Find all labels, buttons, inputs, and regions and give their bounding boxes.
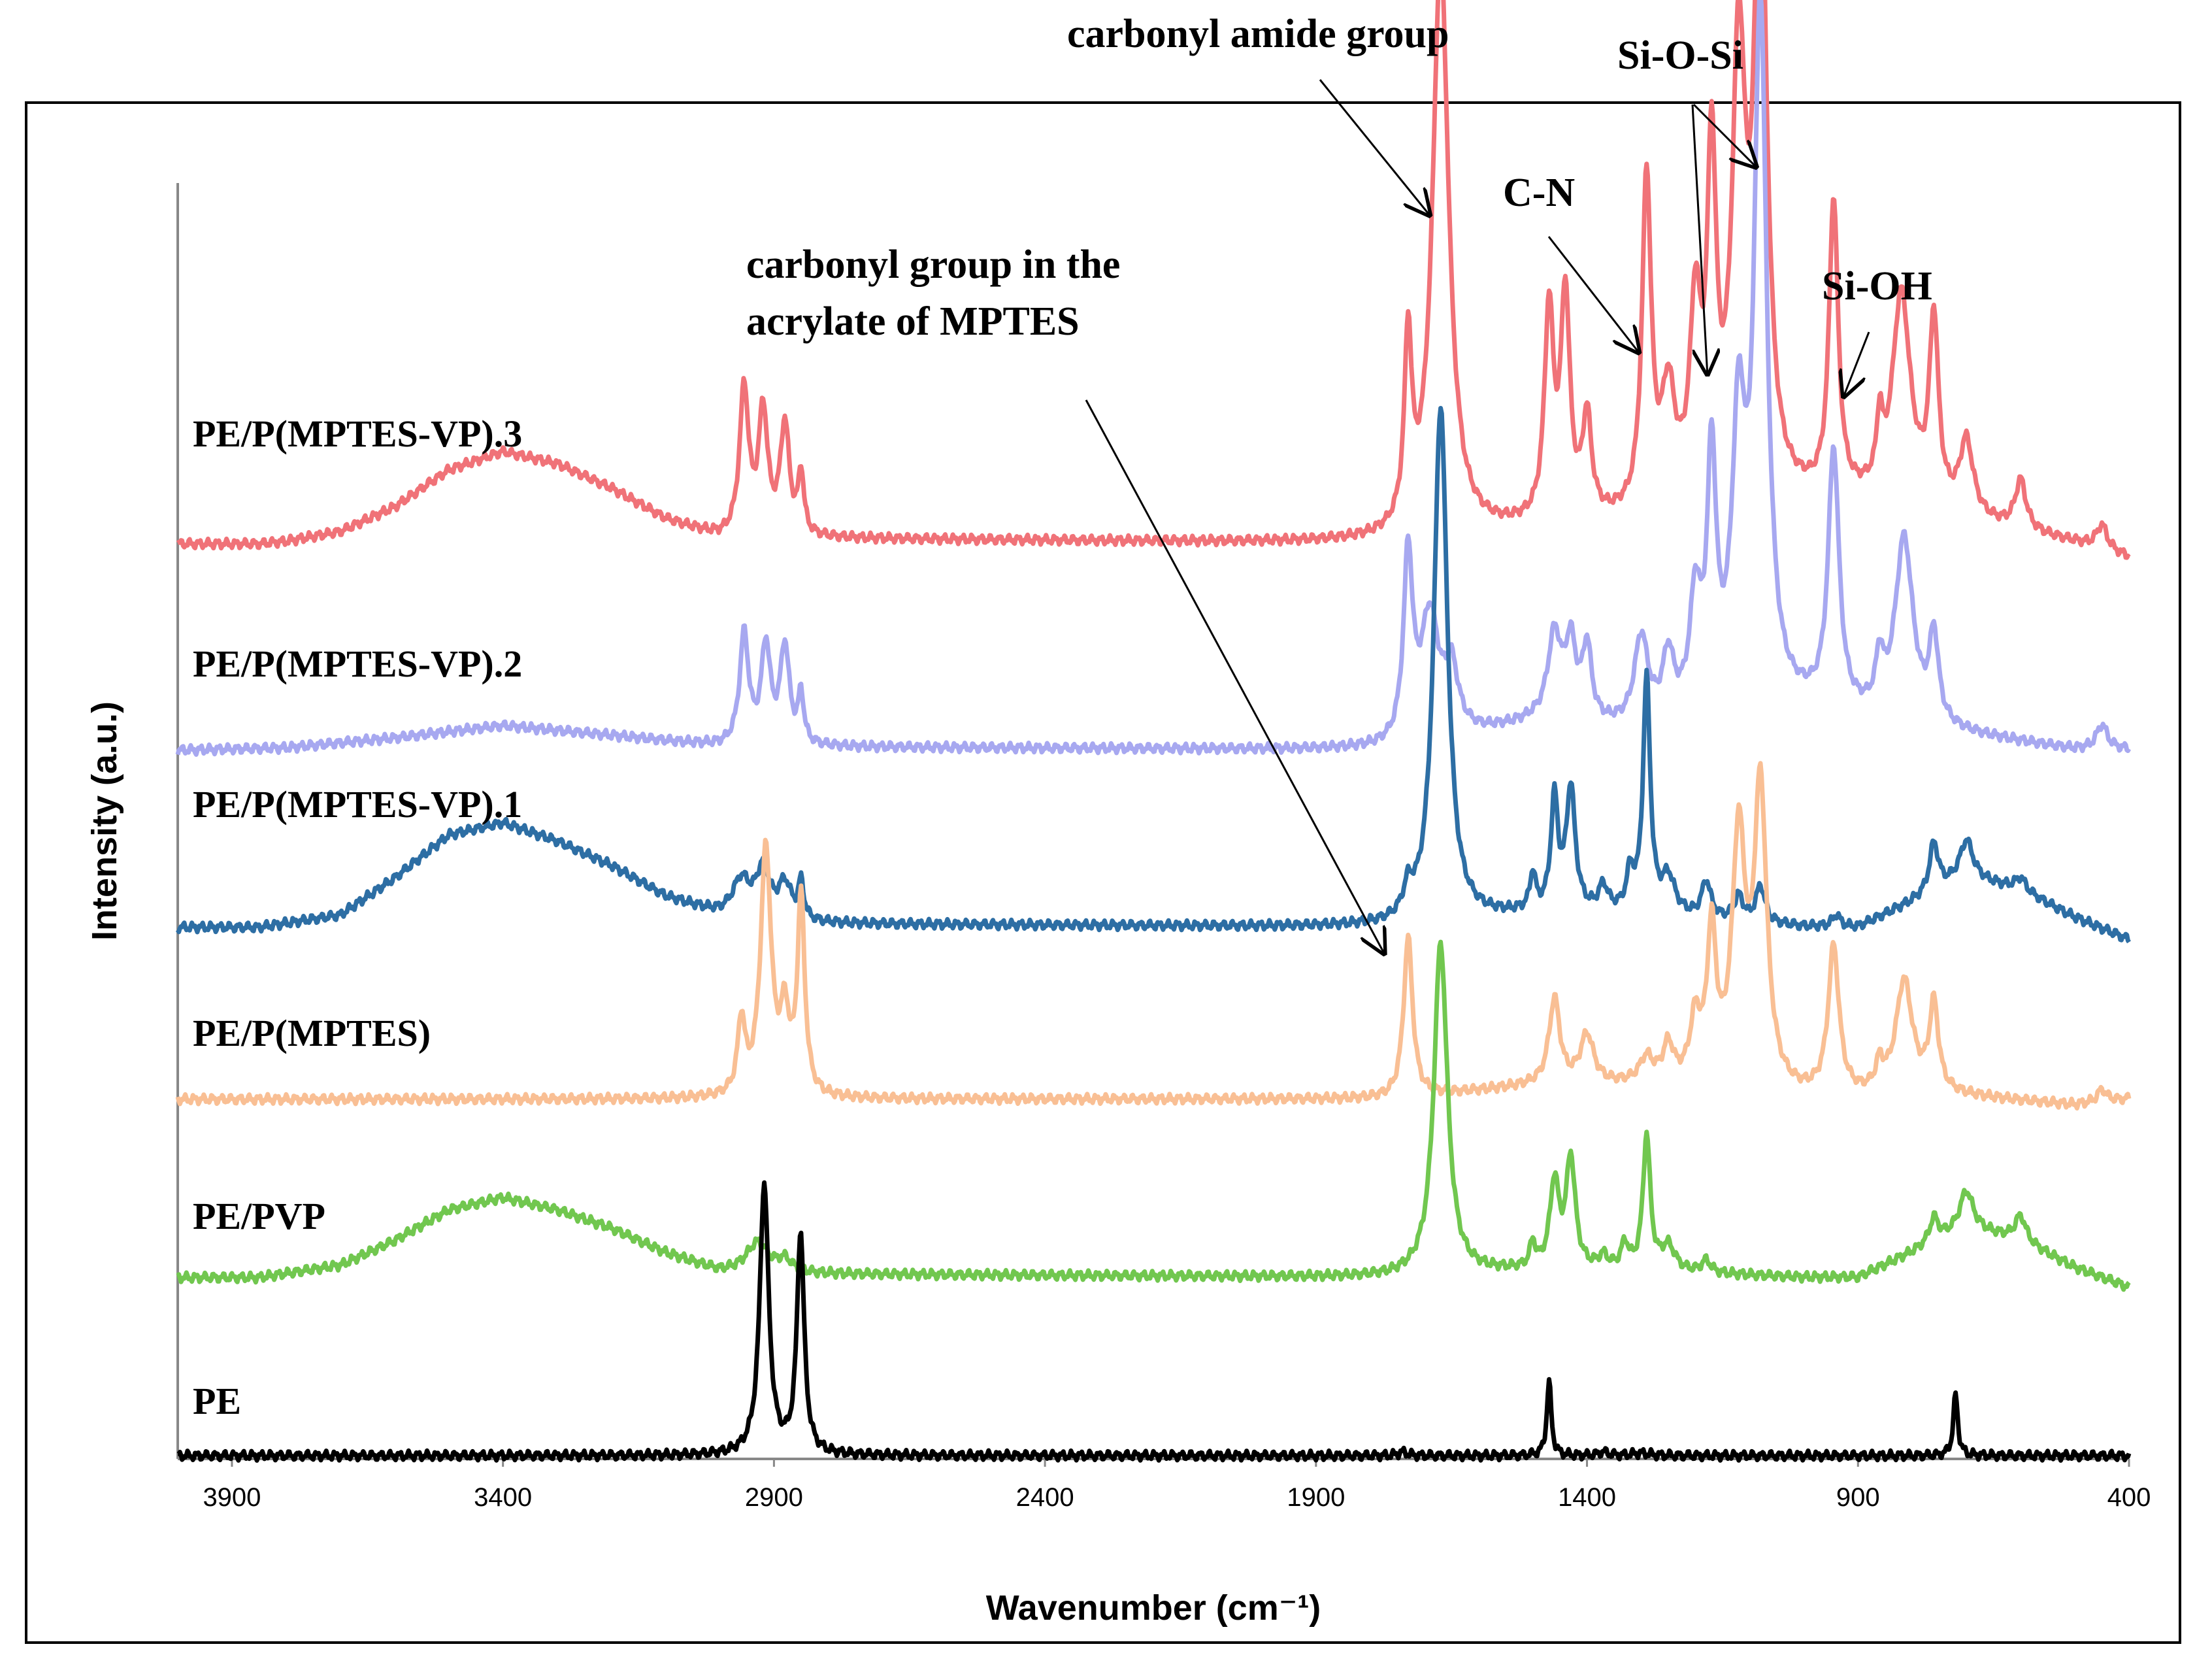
annotation-label: carbonyl amide group bbox=[1067, 12, 1449, 56]
chart-frame bbox=[25, 101, 2181, 1644]
annotations: carbonyl amide group C-N Si-O-Si Si-OH carbo… bbox=[746, 12, 1932, 956]
x-tick-label: 3900 bbox=[203, 1483, 261, 1512]
annotation-label: carbonyl group in the bbox=[746, 242, 1120, 287]
series-label: PE/P(MPTES) bbox=[193, 1012, 431, 1054]
x-tick-label: 2900 bbox=[745, 1483, 803, 1512]
series-label: PE/P(MPTES-VP).3 bbox=[193, 412, 522, 455]
x-ticks: 3900 3400 2900 2400 1900 1400 900 400 bbox=[203, 1459, 2151, 1512]
series-lines bbox=[175, 0, 2132, 1463]
annotation-arrow bbox=[1085, 399, 1385, 956]
x-tick-label: 400 bbox=[2107, 1483, 2151, 1512]
annotation-arrow bbox=[1547, 236, 1640, 354]
x-tick-label: 3400 bbox=[474, 1483, 532, 1512]
series-label: PE/P(MPTES-VP).2 bbox=[193, 643, 522, 685]
x-axis-label: Wavenumber (cm⁻¹) bbox=[986, 1588, 1321, 1628]
annotation-arrow bbox=[1692, 103, 1758, 169]
series-labels: PE/P(MPTES-VP).3 PE/P(MPTES-VP).2 PE/P(MPT… bbox=[193, 412, 522, 1422]
x-tick-label: 1900 bbox=[1287, 1483, 1345, 1512]
annotation-label: Si-O-Si bbox=[1617, 33, 1743, 78]
annotation-label: C-N bbox=[1503, 171, 1575, 215]
annotation-label: acrylate of MPTES bbox=[746, 299, 1080, 344]
line-pe-mptes-vp-3 bbox=[176, 0, 2131, 560]
series-label: PE bbox=[193, 1380, 241, 1422]
series-label: PE/PVP bbox=[193, 1195, 325, 1237]
line-pe-mptes bbox=[175, 761, 2132, 1111]
y-axis-label: Intensity (a.u.) bbox=[85, 701, 124, 941]
annotation-arrow bbox=[1843, 331, 1870, 399]
line-pe-mptes-vp-1 bbox=[175, 406, 2131, 944]
line-pe bbox=[176, 1180, 2132, 1463]
series-label: PE/P(MPTES-VP).1 bbox=[193, 783, 522, 826]
x-tick-label: 2400 bbox=[1016, 1483, 1074, 1512]
line-pe-pvp bbox=[176, 939, 2131, 1292]
x-tick-label: 900 bbox=[1836, 1483, 1880, 1512]
annotation-arrow bbox=[1319, 79, 1431, 217]
annotation-label: Si-OH bbox=[1822, 264, 1932, 309]
annotation-arrow bbox=[1691, 104, 1708, 376]
line-pe-mptes-vp-2 bbox=[175, 0, 2132, 757]
x-tick-label: 1400 bbox=[1558, 1483, 1616, 1512]
